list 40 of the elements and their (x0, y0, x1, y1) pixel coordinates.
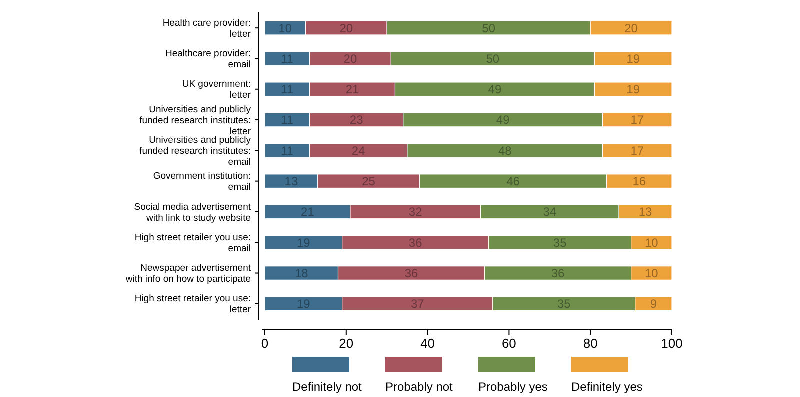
data-label: 24 (352, 144, 366, 158)
legend-label: Definitely yes (572, 380, 643, 394)
legend-label: Probably yes (478, 380, 548, 394)
data-label: 17 (630, 113, 644, 128)
data-label: 13 (638, 205, 653, 220)
y-tick-label: Universities and publicly funded research institutes: letter (140, 104, 252, 138)
x-tick-label: 20 (339, 336, 354, 351)
y-tick-label: Health care provider: letter (162, 18, 251, 40)
y-tick-label: Healthcare provider: email (165, 48, 251, 71)
x-tick-label: 100 (661, 336, 683, 351)
y-tick-label: High street retailer you use: letter (134, 294, 251, 316)
data-label: 9 (650, 297, 658, 312)
y-tick-label: UK government: letter (182, 79, 251, 102)
y-tick-label: Social media advertisement with link to study website (134, 202, 252, 224)
y-tick-label: Newspaper advertisement with info on how to participate (124, 263, 252, 286)
x-tick-label: 0 (261, 336, 269, 351)
data-label: 23 (350, 113, 364, 128)
x-tick-label: 60 (502, 336, 516, 351)
data-label: 25 (362, 174, 376, 189)
data-label: 19 (626, 82, 640, 97)
data-label: 19 (626, 52, 640, 66)
data-label: 20 (340, 21, 354, 36)
data-label: 20 (344, 52, 358, 66)
y-tick-label: Government institution: email (153, 171, 251, 194)
data-label: 36 (404, 266, 419, 280)
data-label: 10 (644, 266, 659, 280)
legend-label: Definitely not (292, 380, 363, 394)
data-label: 17 (630, 144, 644, 158)
y-tick-label: High street retailer you use: email (134, 232, 251, 254)
data-label: 10 (644, 236, 659, 250)
data-label: 37 (410, 297, 425, 312)
data-label: 21 (346, 82, 360, 97)
data-label: 32 (408, 205, 423, 220)
y-tick-label: Universities and publicly funded research institutes: email (140, 135, 252, 168)
x-tick-label: 40 (420, 336, 436, 351)
data-label: 20 (624, 21, 638, 36)
data-label: 16 (632, 174, 646, 189)
data-label: 36 (408, 236, 423, 250)
legend-label: Probably not (386, 380, 454, 394)
x-tick-label: 80 (583, 336, 598, 351)
